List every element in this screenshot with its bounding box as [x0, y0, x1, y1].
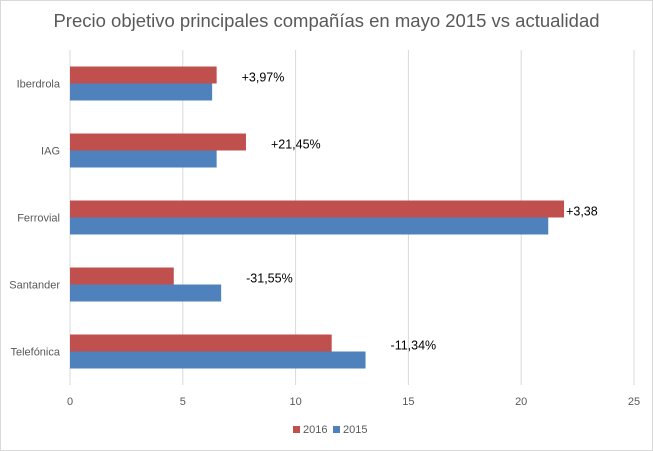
annotation-2: +3,38 [566, 205, 598, 219]
category-label-1: IAG [41, 146, 60, 158]
data-labels: +3,97% +21,45% +3,38 -31,55% -11,34% [242, 71, 598, 353]
legend-swatch-2016 [293, 426, 300, 433]
x-tick-0: 0 [67, 396, 73, 408]
bar-telefónica-2015 [70, 351, 366, 369]
bar-ferrovial-2015 [70, 217, 549, 235]
chart-title: Precio objetivo principales compañías en… [53, 10, 600, 31]
category-labels: Iberdrola IAG Ferrovial Santander Telefónica [9, 79, 61, 359]
category-label-2: Ferrovial [17, 213, 60, 225]
bar-ferrovial-2016 [70, 200, 565, 218]
annotation-3: -31,55% [246, 272, 293, 286]
annotation-0: +3,97% [242, 71, 285, 85]
x-tick-5: 5 [180, 396, 186, 408]
bar-santander-2016 [70, 267, 174, 285]
category-label-4: Telefónica [10, 347, 60, 359]
legend: 2016 2015 [293, 424, 367, 436]
x-tick-20: 20 [515, 396, 527, 408]
bar-santander-2015 [70, 284, 222, 302]
x-tick-labels: 0 5 10 15 20 25 [67, 396, 640, 408]
annotation-4: -11,34% [391, 339, 437, 353]
category-label-0: Iberdrola [17, 79, 61, 91]
bars [70, 66, 565, 369]
bar-telefónica-2016 [70, 334, 332, 352]
x-tick-25: 25 [628, 396, 640, 408]
legend-swatch-2015 [333, 426, 340, 433]
bar-iag-2015 [70, 150, 217, 168]
x-tick-10: 10 [289, 396, 301, 408]
bar-iag-2016 [70, 133, 246, 151]
category-label-3: Santander [9, 280, 60, 292]
bar-iberdrola-2016 [70, 66, 217, 84]
legend-label-2016: 2016 [303, 424, 327, 436]
legend-label-2015: 2015 [343, 424, 367, 436]
annotation-1: +21,45% [271, 138, 321, 152]
bar-iberdrola-2015 [70, 83, 213, 101]
x-tick-15: 15 [402, 396, 414, 408]
